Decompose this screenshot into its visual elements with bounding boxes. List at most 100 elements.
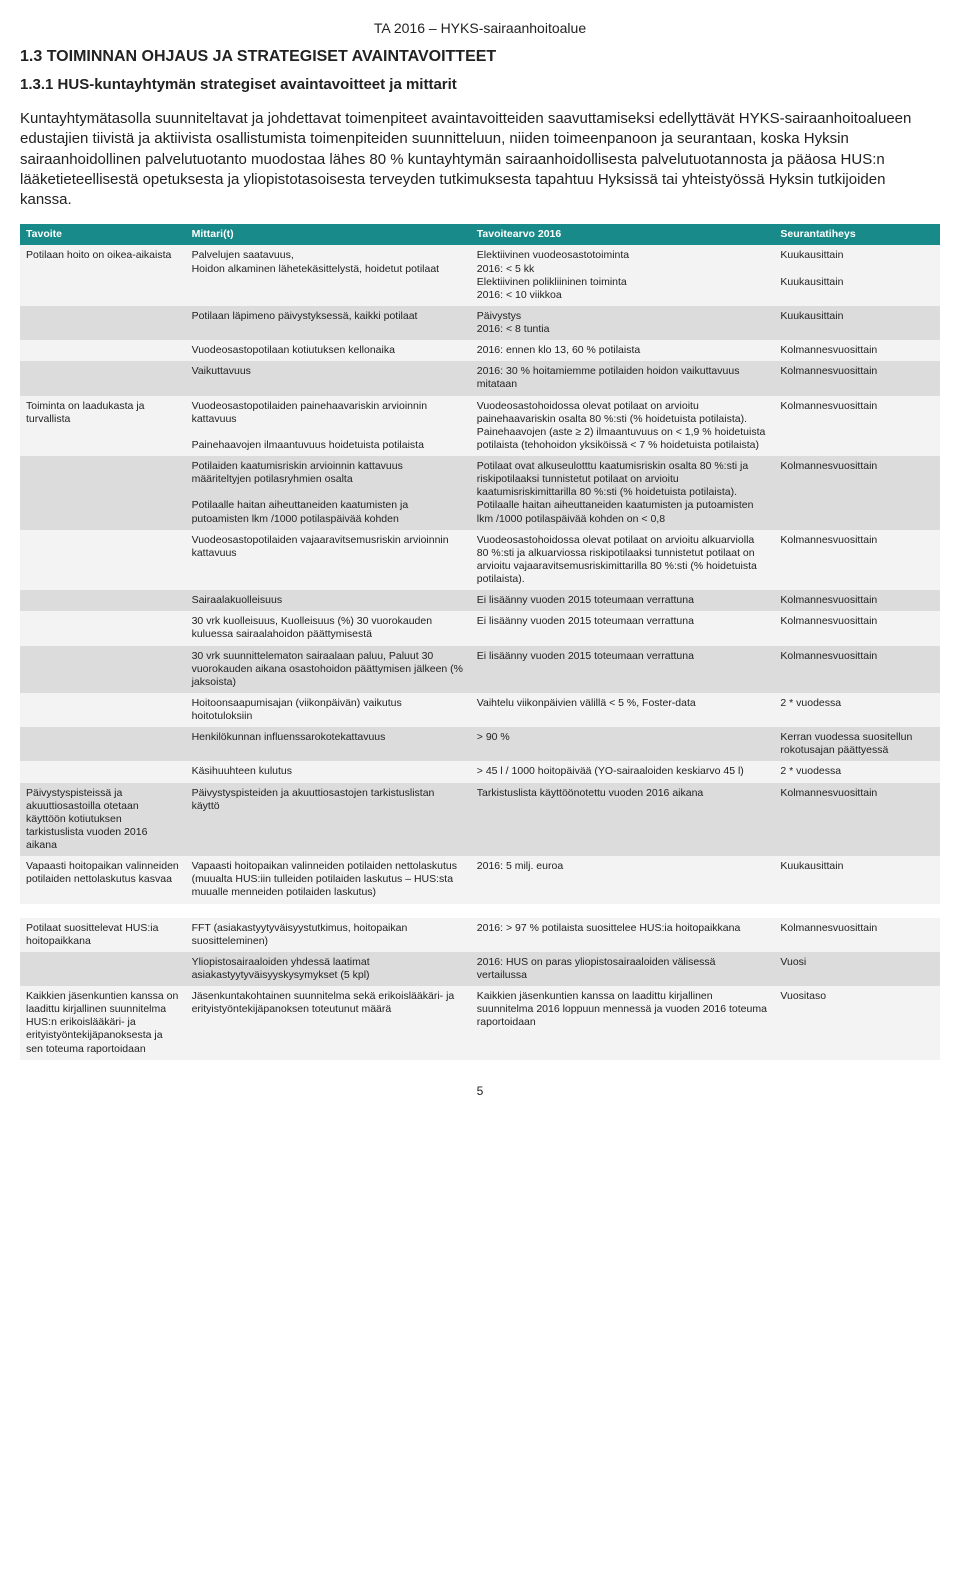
cell-seuranta: Kolmannesvuosittain: [774, 456, 940, 530]
cell-tavoitearvo: Kaikkien jäsenkuntien kanssa on laadittu…: [471, 986, 775, 1060]
cell-tavoitearvo: Tarkistuslista käyttöönotettu vuoden 201…: [471, 783, 775, 857]
cell-tavoitearvo: Ei lisäänny vuoden 2015 toteumaan verrat…: [471, 646, 775, 693]
cell-tavoitearvo: Potilaat ovat alkuseulotttu kaatumisrisk…: [471, 456, 775, 530]
cell-tavoitearvo: 2016: > 97 % potilaista suosittelee HUS:…: [471, 918, 775, 952]
table-row: Päivystyspisteissä ja akuuttiosastoilla …: [20, 783, 940, 857]
table-row: SairaalakuolleisuusEi lisäänny vuoden 20…: [20, 590, 940, 611]
cell-tavoitearvo: > 90 %: [471, 727, 775, 761]
cell-seuranta: Kolmannesvuosittain: [774, 361, 940, 395]
table-row: Henkilökunnan influenssarokotekattavuus>…: [20, 727, 940, 761]
strategy-table: Tavoite Mittari(t) Tavoitearvo 2016 Seur…: [20, 224, 940, 1059]
cell-tavoite: Potilaan hoito on oikea-aikaista: [20, 245, 186, 306]
cell-tavoite: [20, 646, 186, 693]
cell-tavoite: Vapaasti hoitopaikan valinneiden potilai…: [20, 856, 186, 903]
cell-tavoite: [20, 306, 186, 340]
table-row: Potilaan hoito on oikea-aikaistaPalveluj…: [20, 245, 940, 306]
cell-mittari: Päivystyspisteiden ja akuuttiosastojen t…: [186, 783, 471, 857]
table-row: Potilaiden kaatumisriskin arvioinnin kat…: [20, 456, 940, 530]
cell-mittari: Sairaalakuolleisuus: [186, 590, 471, 611]
cell-tavoite: [20, 361, 186, 395]
cell-mittari: Yliopistosairaaloiden yhdessä laatimat a…: [186, 952, 471, 986]
cell-seuranta: 2 * vuodessa: [774, 761, 940, 782]
cell-tavoite: [20, 611, 186, 645]
cell-tavoitearvo: 2016: 5 milj. euroa: [471, 856, 775, 903]
cell-tavoitearvo: 2016: 30 % hoitamiemme potilaiden hoidon…: [471, 361, 775, 395]
cell-tavoite: [20, 693, 186, 727]
table-row: Hoitoonsaapumisajan (viikonpäivän) vaiku…: [20, 693, 940, 727]
cell-mittari: FFT (asiakastyytyväisyystutkimus, hoitop…: [186, 918, 471, 952]
cell-tavoitearvo: Vaihtelu viikonpäivien välillä < 5 %, Fo…: [471, 693, 775, 727]
table-row: Vuodeosastopotilaiden vajaaravitsemusris…: [20, 530, 940, 591]
cell-tavoite: [20, 456, 186, 530]
table-row: Kaikkien jäsenkuntien kanssa on laadittu…: [20, 986, 940, 1060]
cell-tavoitearvo: 2016: HUS on paras yliopistosairaaloiden…: [471, 952, 775, 986]
table-row: Vaikuttavuus2016: 30 % hoitamiemme potil…: [20, 361, 940, 395]
cell-seuranta: Vuositaso: [774, 986, 940, 1060]
cell-seuranta: Kolmannesvuosittain: [774, 783, 940, 857]
cell-tavoitearvo: Päivystys 2016: < 8 tuntia: [471, 306, 775, 340]
cell-mittari: Vuodeosastopotilaiden vajaaravitsemusris…: [186, 530, 471, 591]
cell-mittari: Vapaasti hoitopaikan valinneiden potilai…: [186, 856, 471, 903]
cell-seuranta: Kerran vuodessa suositellun rokotusajan …: [774, 727, 940, 761]
cell-seuranta: Kolmannesvuosittain: [774, 918, 940, 952]
running-header: TA 2016 – HYKS-sairaanhoitoalue: [20, 20, 940, 36]
cell-tavoitearvo: Vuodeosastohoidossa olevat potilaat on a…: [471, 396, 775, 457]
cell-tavoite: Päivystyspisteissä ja akuuttiosastoilla …: [20, 783, 186, 857]
table-row: Potilaat suosittelevat HUS:ia hoitopaikk…: [20, 918, 940, 952]
cell-seuranta: Kuukausittain Kuukausittain: [774, 245, 940, 306]
cell-mittari: Käsihuuhteen kulutus: [186, 761, 471, 782]
cell-tavoitearvo: > 45 l / 1000 hoitopäivää (YO-sairaaloid…: [471, 761, 775, 782]
header-mittari: Mittari(t): [186, 224, 471, 245]
cell-tavoite: [20, 530, 186, 591]
cell-tavoite: Potilaat suosittelevat HUS:ia hoitopaikk…: [20, 918, 186, 952]
header-seuranta: Seurantatiheys: [774, 224, 940, 245]
table-row: [20, 904, 940, 918]
table-row: Käsihuuhteen kulutus> 45 l / 1000 hoitop…: [20, 761, 940, 782]
cell-seuranta: Kuukausittain: [774, 856, 940, 903]
table-row: 30 vrk kuolleisuus, Kuolleisuus (%) 30 v…: [20, 611, 940, 645]
cell-tavoitearvo: 2016: ennen klo 13, 60 % potilaista: [471, 340, 775, 361]
subsection-heading: 1.3.1 HUS-kuntayhtymän strategiset avain…: [20, 76, 940, 93]
table-row: Vuodeosastopotilaan kotiutuksen kellonai…: [20, 340, 940, 361]
page-number: 5: [20, 1084, 940, 1098]
cell-seuranta: 2 * vuodessa: [774, 693, 940, 727]
cell-seuranta: Kolmannesvuosittain: [774, 340, 940, 361]
header-tavoitearvo: Tavoitearvo 2016: [471, 224, 775, 245]
cell-tavoite: [20, 952, 186, 986]
cell-mittari: Vaikuttavuus: [186, 361, 471, 395]
intro-paragraph: Kuntayhtymätasolla suunniteltavat ja joh…: [20, 109, 940, 210]
cell-seuranta: Kuukausittain: [774, 306, 940, 340]
cell-mittari: Jäsenkuntakohtainen suunnitelma sekä eri…: [186, 986, 471, 1060]
cell-seuranta: Kolmannesvuosittain: [774, 646, 940, 693]
cell-mittari: Henkilökunnan influenssarokotekattavuus: [186, 727, 471, 761]
cell-tavoite: [20, 761, 186, 782]
cell-mittari: 30 vrk kuolleisuus, Kuolleisuus (%) 30 v…: [186, 611, 471, 645]
cell-mittari: Hoitoonsaapumisajan (viikonpäivän) vaiku…: [186, 693, 471, 727]
cell-mittari: Potilaiden kaatumisriskin arvioinnin kat…: [186, 456, 471, 530]
table-header-row: Tavoite Mittari(t) Tavoitearvo 2016 Seur…: [20, 224, 940, 245]
cell-seuranta: Vuosi: [774, 952, 940, 986]
section-heading: 1.3 TOIMINNAN OHJAUS JA STRATEGISET AVAI…: [20, 48, 940, 66]
cell-seuranta: Kolmannesvuosittain: [774, 611, 940, 645]
cell-tavoite: Kaikkien jäsenkuntien kanssa on laadittu…: [20, 986, 186, 1060]
cell-tavoitearvo: Elektiivinen vuodeosastotoiminta 2016: <…: [471, 245, 775, 306]
cell-tavoitearvo: Ei lisäänny vuoden 2015 toteumaan verrat…: [471, 590, 775, 611]
table-row: Toiminta on laadukasta ja turvallistaVuo…: [20, 396, 940, 457]
cell-mittari: Potilaan läpimeno päivystyksessä, kaikki…: [186, 306, 471, 340]
cell-mittari: Palvelujen saatavuus, Hoidon alkaminen l…: [186, 245, 471, 306]
cell-tavoite: [20, 340, 186, 361]
cell-tavoitearvo: Vuodeosastohoidossa olevat potilaat on a…: [471, 530, 775, 591]
cell-mittari: Vuodeosastopotilaan kotiutuksen kellonai…: [186, 340, 471, 361]
table-row: Yliopistosairaaloiden yhdessä laatimat a…: [20, 952, 940, 986]
table-row: Vapaasti hoitopaikan valinneiden potilai…: [20, 856, 940, 903]
cell-mittari: 30 vrk suunnittelematon sairaalaan paluu…: [186, 646, 471, 693]
header-tavoite: Tavoite: [20, 224, 186, 245]
table-row: 30 vrk suunnittelematon sairaalaan paluu…: [20, 646, 940, 693]
cell-seuranta: Kolmannesvuosittain: [774, 396, 940, 457]
cell-tavoitearvo: Ei lisäänny vuoden 2015 toteumaan verrat…: [471, 611, 775, 645]
cell-seuranta: Kolmannesvuosittain: [774, 530, 940, 591]
page: TA 2016 – HYKS-sairaanhoitoalue 1.3 TOIM…: [0, 0, 960, 1138]
cell-mittari: Vuodeosastopotilaiden painehaavariskin a…: [186, 396, 471, 457]
table-row: Potilaan läpimeno päivystyksessä, kaikki…: [20, 306, 940, 340]
cell-seuranta: Kolmannesvuosittain: [774, 590, 940, 611]
